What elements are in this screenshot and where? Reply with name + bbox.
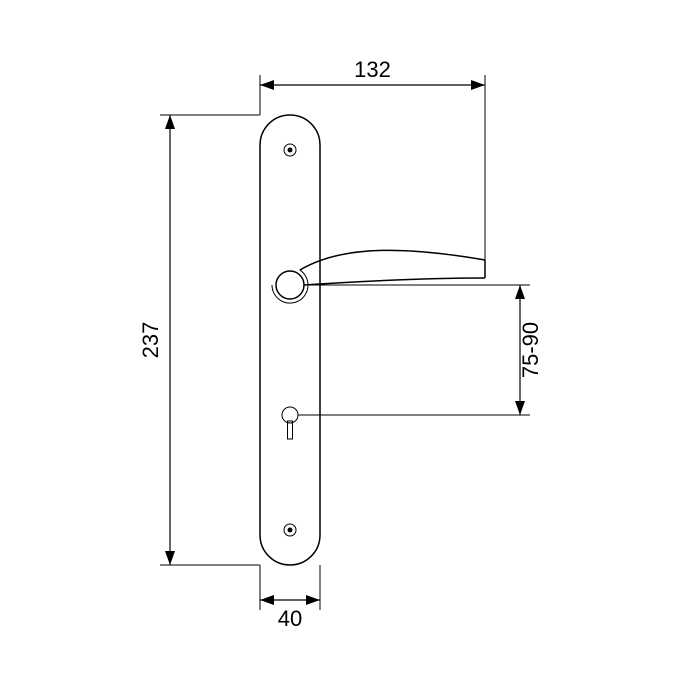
technical-drawing: 132 237 40 75-90: [0, 0, 700, 700]
dim-237-label: 237: [138, 322, 163, 359]
screw-bottom-icon-center: [288, 528, 293, 533]
lever-top-edge: [300, 250, 485, 270]
dim-7590-label: 75-90: [518, 322, 543, 378]
back-plate: [260, 115, 320, 565]
lever-bottom-edge: [304, 278, 485, 285]
dim-40-label: 40: [278, 606, 302, 631]
dim-132-label: 132: [354, 57, 391, 82]
handle-rose-outer: [272, 270, 308, 303]
handle-rose: [276, 271, 304, 299]
screw-top-icon-center: [288, 148, 293, 153]
keyhole-slot: [288, 421, 293, 439]
